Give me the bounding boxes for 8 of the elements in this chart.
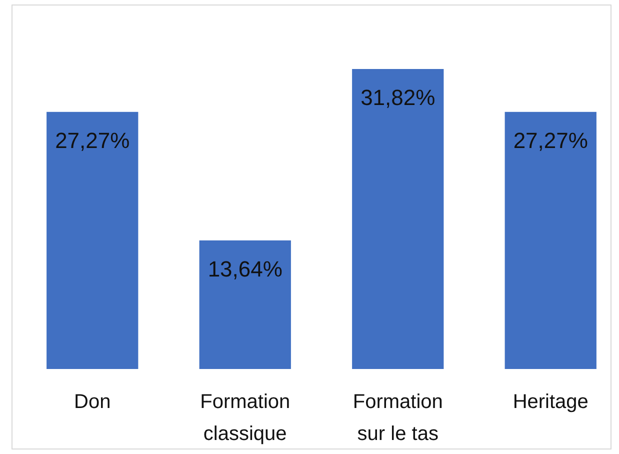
data-label: 27,27% [513,128,588,153]
x-tick-label: Heritage [512,391,588,413]
x-tick-label: Formation sur le tas [352,391,443,445]
data-label: 13,64% [208,256,282,282]
x-tick-label: Formation classique [200,391,290,445]
x-tick-label: Don [74,391,111,413]
data-label: 31,82% [360,85,436,110]
data-label: 27,27% [55,128,130,153]
